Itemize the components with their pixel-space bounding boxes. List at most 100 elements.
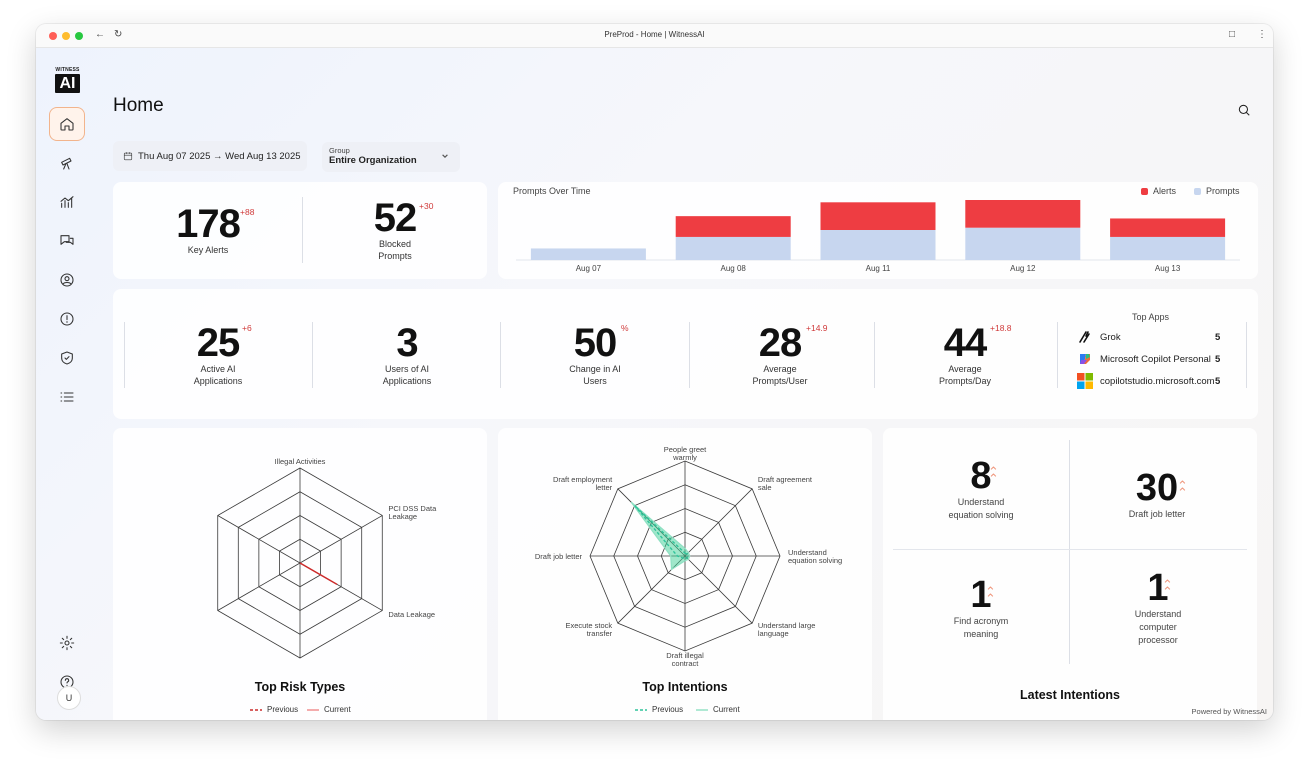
top-app-count: 5 — [1215, 376, 1221, 387]
intent-legend-current[interactable]: Current — [696, 705, 740, 714]
microsoft-icon — [1077, 373, 1093, 389]
latest-intention-value: 30 — [1135, 467, 1179, 509]
active-apps-label: Active AI Applications — [193, 364, 243, 386]
x-tick-label: Aug 13 — [1155, 264, 1181, 273]
sidebar-item-users[interactable] — [49, 263, 85, 297]
sidebar-item-analytics[interactable] — [49, 185, 85, 219]
bar-prompts[interactable] — [965, 227, 1081, 260]
divider — [312, 322, 313, 388]
radar-series-current[interactable] — [630, 501, 691, 571]
prompts-per-day-label: Average Prompts/Day — [938, 364, 991, 386]
sidebar-item-discover[interactable] — [49, 146, 85, 180]
radar-axis — [217, 515, 301, 564]
intent-legend-previous-label: Previous — [652, 705, 684, 714]
radar-axis-label: Draft employment letter — [553, 475, 613, 492]
bar-prompts[interactable] — [530, 248, 646, 260]
ai-users-change-value: 50 — [573, 321, 618, 365]
copilot-icon — [1080, 354, 1090, 364]
back-arrow-icon[interactable]: ← — [95, 29, 105, 40]
sidebar-item-policies[interactable] — [49, 341, 85, 375]
legend-prompts-swatch — [1194, 187, 1201, 195]
intent-legend-current-label: Current — [713, 705, 740, 714]
radar-axis — [299, 515, 383, 564]
double-chevron-up-icon: ⌃ ⌃ — [1177, 478, 1188, 500]
risk-legend-current-label: Current — [324, 705, 351, 714]
close-window-button[interactable] — [49, 32, 57, 40]
bar-prompts[interactable] — [820, 230, 936, 260]
sidebar-item-alerts[interactable] — [49, 302, 85, 336]
latest-intention-item[interactable]: 8 Understand equation solving — [921, 456, 1041, 522]
blocked-prompts-value: 52 — [373, 196, 418, 240]
sidebar-item-logs[interactable] — [49, 380, 85, 414]
bar-alerts[interactable] — [675, 216, 791, 237]
prompts-per-user-stat[interactable]: 28 Average Prompts/User — [730, 323, 830, 387]
date-range-picker[interactable]: Thu Aug 07 2025 → Wed Aug 13 2025 — [113, 141, 307, 171]
prompts-per-user-delta: +14.9 — [806, 323, 828, 333]
legend-prompts-label: Prompts — [1206, 186, 1240, 196]
group-label: Group — [329, 146, 350, 155]
top-app-row[interactable]: Grok — [1077, 329, 1121, 345]
latest-intention-item[interactable]: 30 Draft job letter — [1097, 468, 1217, 521]
logo-wordmark: WITNESS — [55, 67, 80, 73]
latest-intention-label: Find acronym meaning — [953, 616, 1009, 639]
radar-series-previous[interactable] — [299, 562, 338, 585]
x-tick-label: Aug 11 — [866, 264, 891, 273]
minimize-window-button[interactable] — [62, 32, 70, 40]
ai-users-change-delta: % — [621, 323, 629, 333]
latest-intentions-title: Latest Intentions — [1019, 688, 1120, 702]
radar-axis-label: Draft job letter — [535, 552, 583, 561]
user-circle-icon — [60, 273, 74, 287]
divider — [302, 197, 303, 263]
bar-prompts[interactable] — [675, 236, 791, 260]
radar-axis-label: Draft illegal contract — [666, 651, 704, 668]
line-icon — [307, 708, 319, 711]
bar-prompts[interactable] — [1110, 236, 1226, 260]
risk-legend-current[interactable]: Current — [307, 705, 351, 714]
grok-icon — [1079, 331, 1090, 343]
active-apps-stat[interactable]: 25 Active AI Applications — [168, 323, 268, 387]
bar-alerts[interactable] — [965, 200, 1081, 228]
radar-series-previous[interactable] — [634, 505, 689, 560]
prompts-per-day-stat[interactable]: 44 Average Prompts/Day — [915, 323, 1015, 387]
double-chevron-up-icon: ⌃ ⌃ — [1162, 577, 1173, 599]
ai-users-stat[interactable]: 3 Users of AI Applications — [357, 323, 457, 387]
browser-titlebar: ← ↻ PreProd - Home | WitnessAI □ ⋮ — [36, 24, 1273, 48]
key-alerts-stat[interactable]: 178 Key Alerts — [153, 204, 263, 256]
radar-axis — [684, 488, 753, 557]
key-stats-card: 178 Key Alerts +88 52 Blocked Prompts +3… — [113, 182, 487, 279]
top-app-row[interactable]: Microsoft Copilot Personal — [1077, 351, 1211, 367]
intent-legend-previous[interactable]: Previous — [635, 705, 683, 714]
extensions-icon[interactable]: □ — [1229, 29, 1236, 40]
bar-alerts[interactable] — [1110, 218, 1226, 237]
legend-prompts[interactable]: Prompts — [1194, 186, 1240, 196]
search-button[interactable] — [1233, 99, 1255, 121]
group-select[interactable]: Group Entire Organization — [322, 142, 460, 172]
more-menu-icon[interactable]: ⋮ — [1257, 29, 1267, 40]
intent-radar-chart[interactable]: People greet warmly Draft agreement sale Und… — [498, 436, 872, 676]
home-icon — [60, 118, 74, 131]
avatar[interactable]: U — [57, 686, 81, 710]
sidebar-item-settings[interactable] — [49, 626, 85, 660]
reload-icon[interactable]: ↻ — [114, 29, 123, 40]
ai-users-change-stat[interactable]: 50 Change in AI Users — [545, 323, 645, 387]
latest-intention-item[interactable]: 1 Understand computer processor — [1098, 568, 1218, 647]
top-app-count: 5 — [1215, 332, 1221, 343]
prompts-over-time-card: Prompts Over Time Alerts Prompts Aug 07 A… — [498, 182, 1258, 279]
top-app-row[interactable]: copilotstudio.microsoft.com — [1077, 373, 1215, 389]
sidebar-item-conversations[interactable] — [49, 224, 85, 258]
key-alerts-value: 178 — [176, 202, 241, 246]
risk-legend-previous[interactable]: Previous — [250, 705, 298, 714]
latest-intention-item[interactable]: 1 Find acronym meaning — [921, 575, 1041, 641]
telescope-icon — [61, 157, 72, 170]
blocked-prompts-stat[interactable]: 52 Blocked Prompts — [347, 198, 443, 262]
legend-alerts[interactable]: Alerts — [1141, 186, 1176, 196]
x-tick-label: Aug 12 — [1010, 264, 1036, 273]
radar-axis-label: Execute stock transfer — [565, 621, 612, 638]
sidebar-item-home[interactable] — [49, 107, 85, 141]
prompts-per-user-label: Average Prompts/User — [752, 364, 808, 386]
maximize-window-button[interactable] — [75, 32, 83, 40]
risk-radar-chart[interactable]: Illegal Activities PCI DSS Data Leakage Dat… — [113, 442, 487, 672]
chart-title: Prompts Over Time — [513, 186, 591, 196]
search-icon — [1238, 104, 1250, 116]
bar-alerts[interactable] — [820, 202, 936, 230]
